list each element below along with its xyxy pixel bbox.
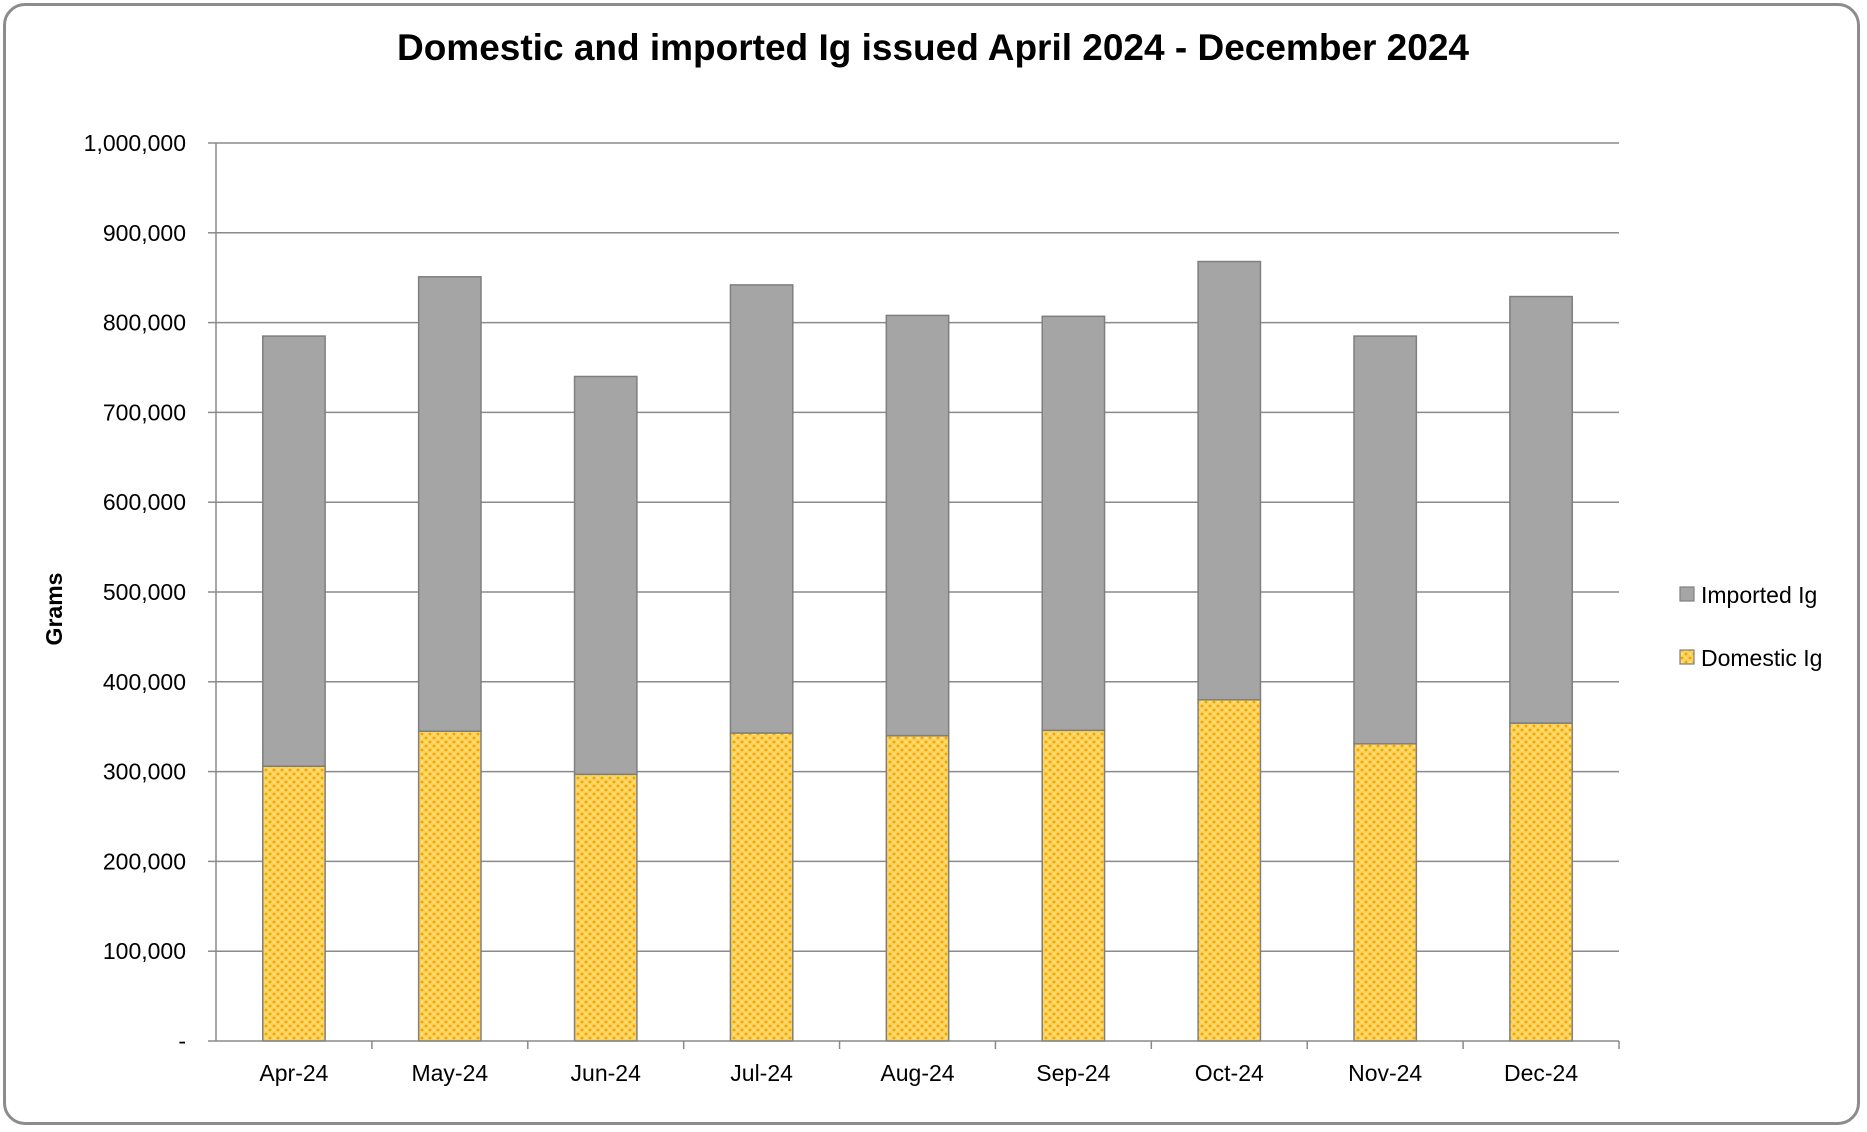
bar-domestic-ig-may-24: [417, 730, 482, 1042]
x-tick-label: Oct-24: [1195, 1060, 1264, 1086]
y-tick-label: 400,000: [103, 669, 186, 695]
x-tick-label: Nov-24: [1348, 1060, 1422, 1086]
bar-imported-ig-dec-24: [1509, 295, 1573, 724]
bar-domestic-ig-aug-24: [885, 734, 950, 1042]
y-tick-label: 800,000: [103, 310, 186, 336]
x-tick-label: Jul-24: [730, 1060, 793, 1086]
legend: Imported Ig Domestic Ig: [1679, 582, 1822, 671]
y-tick-label: 1,000,000: [84, 130, 186, 156]
bar-domestic-ig-nov-24: [1353, 743, 1418, 1042]
x-tick-label: Sep-24: [1036, 1060, 1110, 1086]
y-tick-label: 600,000: [103, 489, 186, 515]
x-tick-label: May-24: [411, 1060, 488, 1086]
bar-domestic-ig-jun-24: [573, 773, 638, 1042]
x-tick-label: Apr-24: [259, 1060, 328, 1086]
y-axis-title: Grams: [41, 573, 67, 646]
y-tick-label: 100,000: [103, 938, 186, 964]
y-tick-label: 300,000: [103, 759, 186, 785]
y-tick-label: 700,000: [103, 399, 186, 425]
bar-imported-ig-jul-24: [729, 284, 794, 734]
bar-domestic-ig-apr-24: [262, 765, 326, 1042]
bars: [262, 260, 1573, 1042]
bar-imported-ig-nov-24: [1353, 335, 1418, 745]
x-tick-label: Jun-24: [571, 1060, 642, 1086]
bar-imported-ig-may-24: [417, 276, 482, 732]
chart-title: Domestic and imported Ig issued April 20…: [397, 27, 1469, 68]
legend-label: Domestic Ig: [1701, 645, 1822, 671]
bar-imported-ig-sep-24: [1041, 315, 1106, 732]
x-tick-label: Dec-24: [1504, 1060, 1578, 1086]
bar-domestic-ig-oct-24: [1197, 699, 1262, 1042]
bar-imported-ig-jun-24: [573, 375, 638, 776]
x-tick-label: Aug-24: [880, 1060, 954, 1086]
bar-domestic-ig-dec-24: [1509, 722, 1573, 1042]
axes: [215, 143, 1619, 1042]
legend-label: Imported Ig: [1701, 582, 1817, 608]
y-tick-label: 500,000: [103, 579, 186, 605]
bar-domestic-ig-jul-24: [729, 732, 794, 1042]
legend-swatch-imported-ig: [1679, 586, 1695, 602]
x-axis-ticks: Apr-24 May-24 Jun-24 Jul-24 Aug-24 Sep-24 Oct-…: [259, 1041, 1620, 1086]
bar-imported-ig-apr-24: [262, 335, 326, 767]
y-axis-ticks: - 100,000 200,000 300,000 400,000 500,000 600,…: [84, 130, 216, 1054]
bar-imported-ig-aug-24: [885, 314, 950, 737]
y-tick-label: -: [178, 1028, 186, 1054]
y-tick-label: 900,000: [103, 220, 186, 246]
bar-domestic-ig-sep-24: [1041, 729, 1106, 1042]
bar-imported-ig-oct-24: [1197, 260, 1262, 701]
legend-swatch-domestic-ig: [1679, 649, 1695, 665]
y-tick-label: 200,000: [103, 848, 186, 874]
